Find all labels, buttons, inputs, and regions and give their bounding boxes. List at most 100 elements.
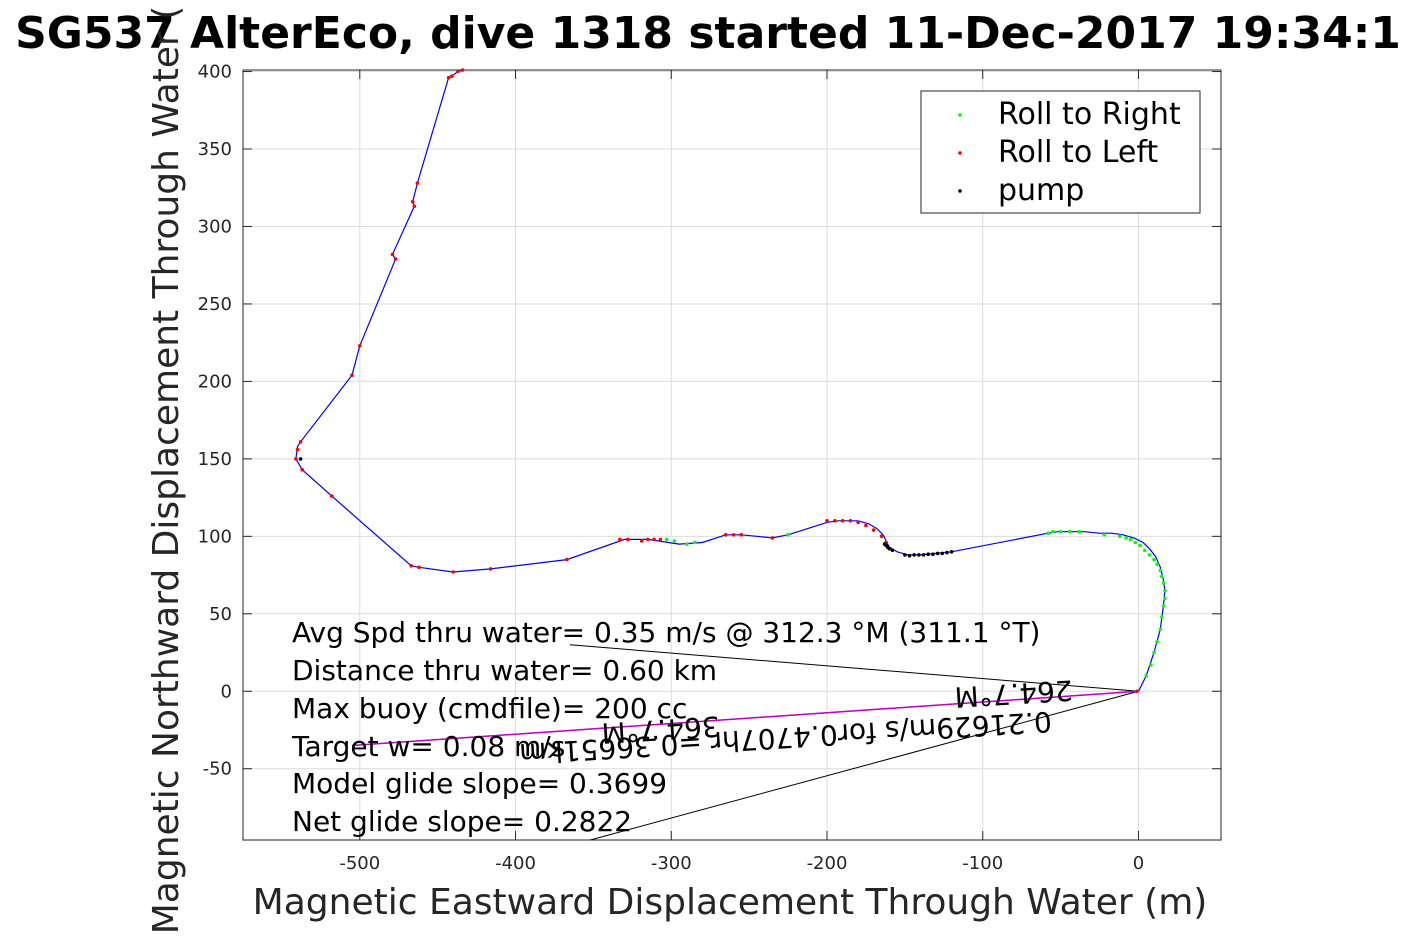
legend-marker-roll-left [958, 151, 962, 155]
roll-left-point [456, 69, 460, 74]
roll-right-point [1160, 574, 1164, 579]
roll-right-point [1133, 540, 1138, 545]
roll-right-point [1152, 650, 1156, 655]
x-tick-label: 0 [1133, 853, 1144, 874]
pump-point [917, 553, 921, 557]
roll-left-point [639, 539, 644, 543]
annotation-max-buoy: Max buoy (cmdfile)= 200 cc [292, 692, 687, 725]
roll-right-point [1160, 615, 1164, 619]
roll-left-point [1135, 689, 1139, 694]
x-tick-label: -400 [495, 853, 536, 874]
y-tick-label: 0 [221, 681, 232, 702]
x-tick-label: -500 [339, 853, 380, 874]
roll-left-point [298, 440, 303, 444]
roll-left-point [848, 519, 853, 523]
roll-right-point [1155, 562, 1159, 566]
roll-left-point [618, 537, 622, 542]
annotation-target-w: Target w= 0.08 m/s [291, 730, 565, 763]
roll-right-point [1077, 529, 1082, 534]
roll-left-point [358, 344, 362, 348]
legend-label-pump: pump [998, 173, 1084, 208]
current-vector [351, 690, 1139, 747]
axes-box [242, 69, 1222, 841]
annotation-avg-speed: Avg Spd thru water= 0.35 m/s @ 312.3 °M … [292, 616, 1040, 649]
roll-left-point [879, 534, 884, 539]
pump-point [926, 552, 930, 556]
roll-left-point [825, 519, 829, 523]
pump-point [949, 550, 954, 554]
roll-left-point [731, 533, 736, 537]
guide-line-avg [569, 644, 1139, 692]
roll-left-point [724, 533, 728, 537]
tick-marks [243, 70, 1221, 840]
roll-right-point [1118, 534, 1122, 539]
annotation-heading-264: 264.7°M [954, 673, 1074, 713]
roll-right-point [1163, 588, 1167, 593]
flipped-annotations: 0.21629m/s for0.4707hr =0.36651km 264.7°… [518, 673, 1073, 770]
pump-point [903, 553, 907, 557]
pump-point [907, 553, 912, 558]
chart-title: SG537 AlterEco, dive 1318 started 11-Dec… [15, 8, 1401, 59]
roll-left-point [625, 537, 630, 542]
y-tick-label: 50 [209, 604, 232, 625]
roll-right-point [1128, 537, 1133, 542]
roll-left-point [350, 373, 354, 378]
y-tick-label: 400 [198, 62, 232, 83]
roll-right-point [1102, 533, 1106, 537]
points-layer [294, 68, 1167, 694]
roll-right-point [1158, 568, 1163, 573]
roll-left-point [451, 570, 456, 574]
roll-right-point [786, 533, 790, 537]
legend-marker-roll-right [958, 113, 962, 117]
roll-right-point [1068, 529, 1072, 534]
roll-left-point [295, 447, 300, 452]
roll-right-point [1144, 674, 1148, 678]
guide-lines [351, 644, 1139, 841]
roll-right-point [692, 540, 697, 545]
roll-left-point [460, 68, 465, 72]
roll-right-point [1152, 557, 1156, 562]
roll-left-point [410, 199, 415, 204]
y-tick-label: 100 [198, 526, 232, 547]
roll-right-point [664, 537, 669, 542]
roll-left-point [488, 567, 493, 571]
legend-box [920, 90, 1201, 214]
roll-left-point [565, 557, 569, 562]
tick-labels: -500 -400 -300 -200 -100 0-500501001502002503… [198, 62, 1145, 874]
roll-right-point [1124, 536, 1128, 540]
legend: Roll to Right Roll to Left pump [920, 90, 1201, 214]
roll-right-point [1142, 548, 1147, 553]
roll-left-point [856, 520, 860, 525]
x-tick-label: -200 [807, 853, 848, 874]
roll-left-point [409, 564, 414, 568]
pump-point [940, 551, 944, 556]
legend-label-roll-right: Roll to Right [998, 97, 1181, 132]
guide-line-net [590, 690, 1139, 841]
roll-right-point [1138, 543, 1142, 548]
x-tick-label: -100 [962, 853, 1003, 874]
annotation-net-glide: Net glide slope= 0.2822 [292, 805, 632, 838]
roll-left-point [330, 494, 334, 498]
y-tick-label: 200 [198, 371, 232, 392]
roll-right-point [1051, 529, 1055, 534]
roll-left-point [652, 537, 656, 542]
y-tick-label: 350 [198, 139, 232, 160]
annotation-distance: Distance thru water= 0.60 km [292, 654, 717, 687]
x-tick-label: -300 [651, 853, 692, 874]
y-tick-label: 300 [198, 216, 232, 237]
roll-left-point [412, 204, 417, 209]
roll-left-point [739, 533, 744, 537]
roll-left-point [646, 537, 650, 542]
pump-point [931, 552, 935, 556]
y-tick-label: -50 [203, 759, 232, 780]
roll-left-point [449, 74, 454, 78]
roll-right-point [1155, 639, 1159, 644]
annotation-heading-364: 364.7°M [601, 709, 721, 749]
roll-left-point [446, 75, 451, 80]
roll-left-point [415, 181, 420, 185]
y-axis-label: Magnetic Northward Displacement Through … [146, 6, 187, 935]
roll-right-point [672, 539, 677, 543]
pump-point [882, 542, 887, 546]
roll-right-point [1158, 627, 1163, 632]
